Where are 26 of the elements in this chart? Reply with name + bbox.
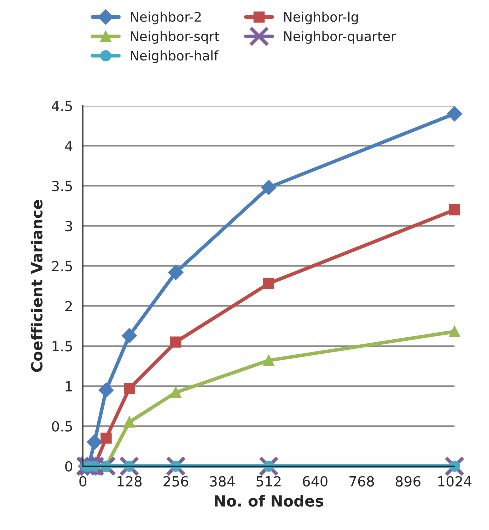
y-tick-label: 2 bbox=[66, 301, 72, 312]
y-tick-label: 1 bbox=[66, 381, 72, 392]
x-tick-label: 256 bbox=[164, 476, 188, 487]
x-tick-label: 512 bbox=[256, 476, 281, 487]
legend-label: Neighbor-quarter bbox=[284, 31, 396, 44]
x-tick-label: 768 bbox=[350, 476, 374, 487]
x-tick-label: 640 bbox=[303, 476, 328, 487]
legend-label: Neighbor-lg bbox=[284, 12, 358, 25]
y-tick-label: 4 bbox=[65, 141, 73, 152]
y-tick-label: 2.5 bbox=[52, 261, 72, 272]
legend-label: Neighbor-2 bbox=[131, 12, 201, 25]
x-tick-label: 128 bbox=[118, 476, 142, 487]
x-tick-label: 0 bbox=[80, 476, 87, 487]
y-tick-label: 0.5 bbox=[52, 421, 72, 432]
y-tick-label: 0 bbox=[65, 461, 72, 472]
y-tick-label: 3 bbox=[66, 221, 72, 232]
y-tick-label: 3.5 bbox=[52, 181, 72, 192]
x-tick-label: 384 bbox=[210, 476, 235, 487]
y-tick-label: 4.5 bbox=[52, 101, 72, 112]
x-axis-title: No. of Nodes bbox=[215, 495, 324, 507]
x-tick-label: 896 bbox=[396, 476, 421, 487]
legend-label: Neighbor-half bbox=[131, 50, 219, 64]
legend-label: Neighbor-sqrt bbox=[131, 31, 220, 44]
x-tick-label: 1024 bbox=[438, 476, 472, 487]
y-axis-title: Coefficient Variance bbox=[30, 200, 43, 372]
y-tick-label: 1.5 bbox=[52, 341, 72, 352]
